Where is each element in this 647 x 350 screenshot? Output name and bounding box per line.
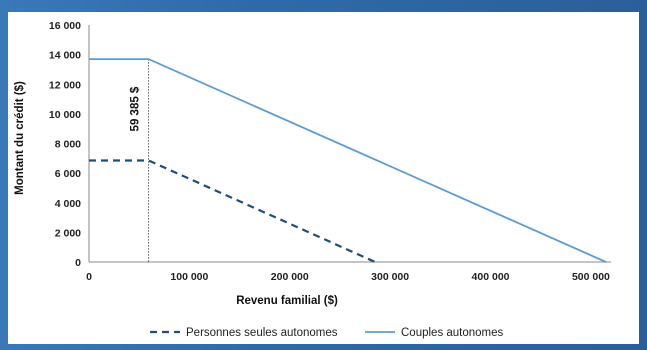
- y-tick-label: 8 000: [55, 139, 81, 151]
- legend: Personnes seules autonomes Couples autono…: [150, 327, 504, 339]
- legend-label-1: Personnes seules autonomes: [186, 327, 338, 339]
- x-tick-label: 400 000: [472, 271, 510, 283]
- x-tick-label: 500 000: [572, 271, 610, 283]
- y-axis-title: Montant du crédit ($): [14, 81, 26, 195]
- y-tick-label: 16 000: [49, 20, 81, 32]
- y-tick-label: 10 000: [49, 109, 81, 121]
- series-line-1: [89, 159, 376, 264]
- series-line-2: [89, 58, 607, 263]
- x-axis-title: Revenu familial ($): [236, 295, 338, 307]
- y-tick-label: 12 000: [49, 79, 81, 91]
- chart-svg: 0 2 000 4 000 6 000 8 000 10 000 12 000 14 000 1…: [14, 20, 611, 339]
- threshold-annotation: 59 385 $: [130, 86, 142, 131]
- y-tick-label: 4 000: [55, 198, 81, 210]
- chart-panel: 0 2 000 4 000 6 000 8 000 10 000 12 000 14 000 1…: [8, 12, 639, 344]
- x-tick-label: 100 000: [170, 271, 208, 283]
- x-tick-label: 200 000: [271, 271, 309, 283]
- y-tick-label: 2 000: [55, 227, 81, 239]
- legend-label-2: Couples autonomes: [401, 327, 504, 339]
- y-tick-label: 0: [75, 257, 81, 269]
- y-tick-label: 14 000: [49, 50, 81, 62]
- x-tick-label: 0: [86, 271, 92, 283]
- y-tick-label: 6 000: [55, 168, 81, 180]
- x-tick-label: 300 000: [371, 271, 409, 283]
